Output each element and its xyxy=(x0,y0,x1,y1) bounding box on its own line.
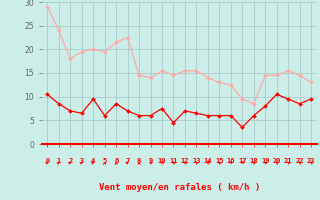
X-axis label: Vent moyen/en rafales ( km/h ): Vent moyen/en rafales ( km/h ) xyxy=(99,183,260,192)
